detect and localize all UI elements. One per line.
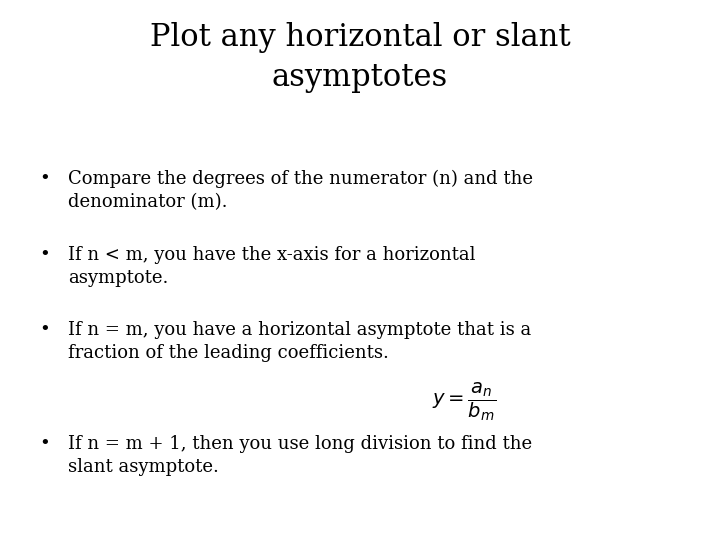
Text: •: • (40, 321, 50, 339)
Text: $y = \dfrac{a_n}{b_m}$: $y = \dfrac{a_n}{b_m}$ (432, 381, 496, 423)
Text: Plot any horizontal or slant
asymptotes: Plot any horizontal or slant asymptotes (150, 22, 570, 93)
Text: If n = m + 1, then you use long division to find the
slant asymptote.: If n = m + 1, then you use long division… (68, 435, 533, 476)
Text: If n = m, you have a horizontal asymptote that is a
fraction of the leading coef: If n = m, you have a horizontal asymptot… (68, 321, 531, 362)
Text: Compare the degrees of the numerator (n) and the
denominator (m).: Compare the degrees of the numerator (n)… (68, 170, 534, 211)
Text: •: • (40, 435, 50, 453)
Text: •: • (40, 170, 50, 188)
Text: If n < m, you have the x-axis for a horizontal
asymptote.: If n < m, you have the x-axis for a hori… (68, 246, 476, 287)
Text: •: • (40, 246, 50, 264)
